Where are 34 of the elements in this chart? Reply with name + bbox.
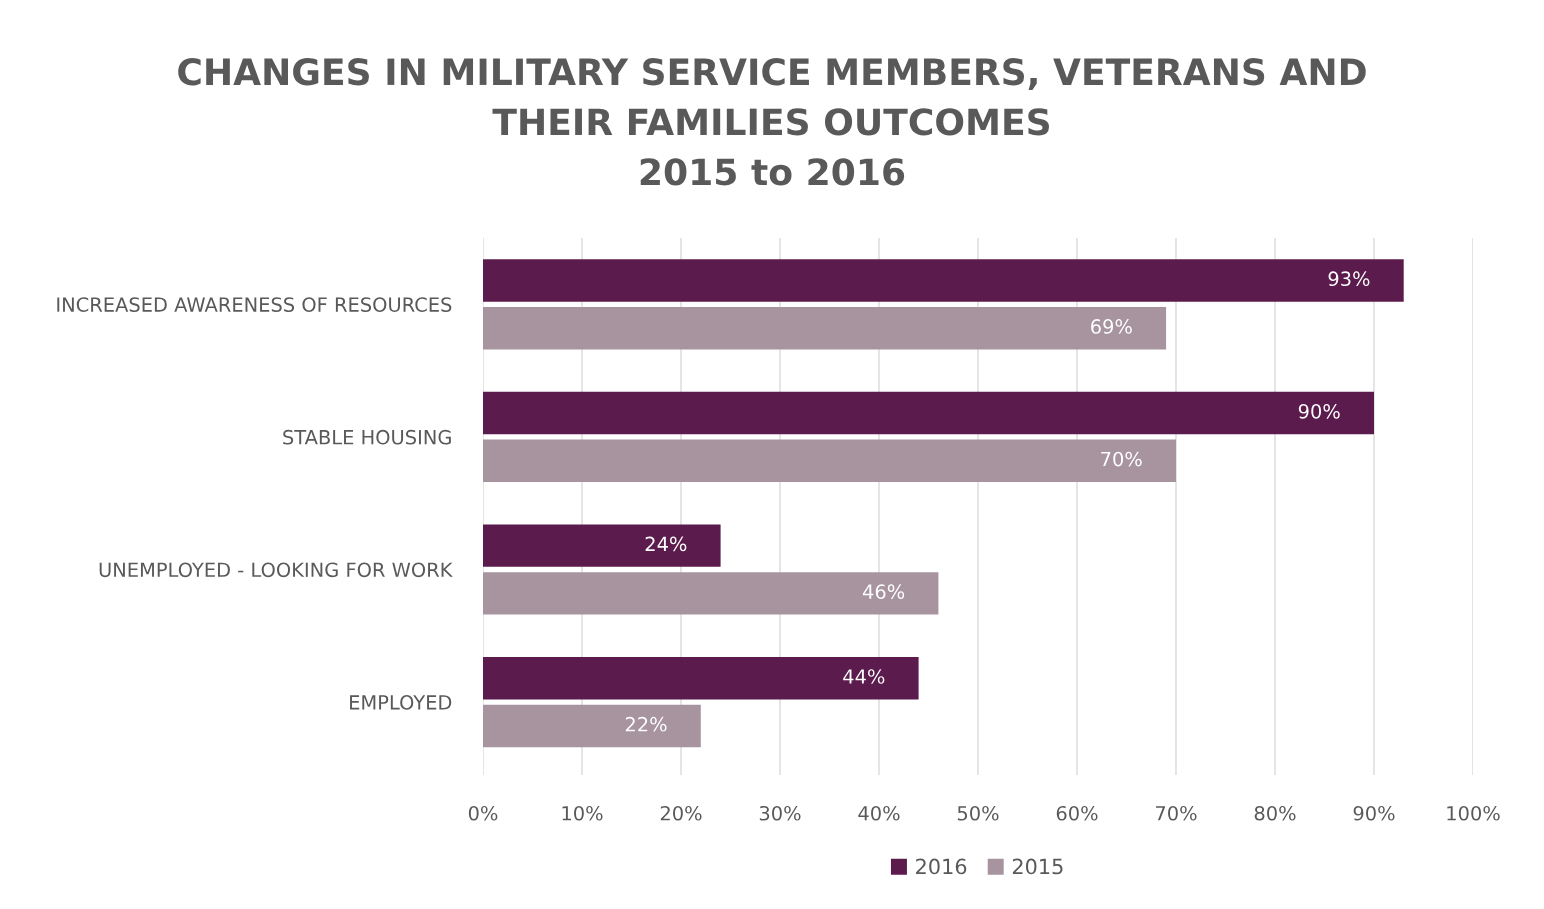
data-label: 46% [862, 584, 905, 599]
x-tick-label: 70% [1155, 805, 1197, 821]
x-tick-label: 40% [858, 805, 900, 821]
data-label: 70% [1101, 451, 1142, 467]
x-tick-label: 80% [1254, 805, 1296, 821]
y-tick-label: UNEMPLOYED - LOOKING FOR WORK [99, 562, 453, 578]
bar [483, 259, 1404, 302]
data-label: 22% [625, 716, 667, 732]
chart-title: CHANGES IN MILITARY SERVICE MEMBERS, VETERANS AND THEIR FAMILIES OUTCOMES 2015 to 2016 [178, 58, 1366, 186]
x-tick-label: 90% [1353, 805, 1395, 821]
data-label: 44% [843, 669, 885, 684]
y-tick-label: EMPLOYED [350, 695, 452, 710]
bar [483, 306, 1167, 350]
bar [483, 704, 701, 748]
x-tick-label: 10% [562, 805, 603, 821]
data-label: 24% [645, 536, 687, 552]
bar [483, 439, 1176, 482]
x-tick-label: 30% [759, 805, 801, 821]
y-tick-label: INCREASED AWARENESS OF RESOURCES [57, 297, 452, 312]
data-label: 90% [1298, 403, 1340, 419]
y-tick-label: STABLE HOUSING [283, 429, 451, 445]
bar [483, 524, 721, 567]
x-tick-label: 60% [1056, 805, 1098, 821]
data-label: 69% [1091, 319, 1132, 334]
x-tick-label: 100% [1447, 805, 1500, 821]
x-tick-label: 20% [660, 805, 702, 821]
x-tick-label: 50% [957, 805, 999, 821]
bar [483, 572, 939, 615]
legend-label: 2016 [916, 858, 967, 875]
data-label: 93% [1328, 271, 1370, 287]
bar [483, 391, 1374, 435]
x-tick-label: 0% [468, 805, 498, 821]
legend-label: 2015 [1012, 858, 1063, 875]
bar [483, 656, 919, 700]
